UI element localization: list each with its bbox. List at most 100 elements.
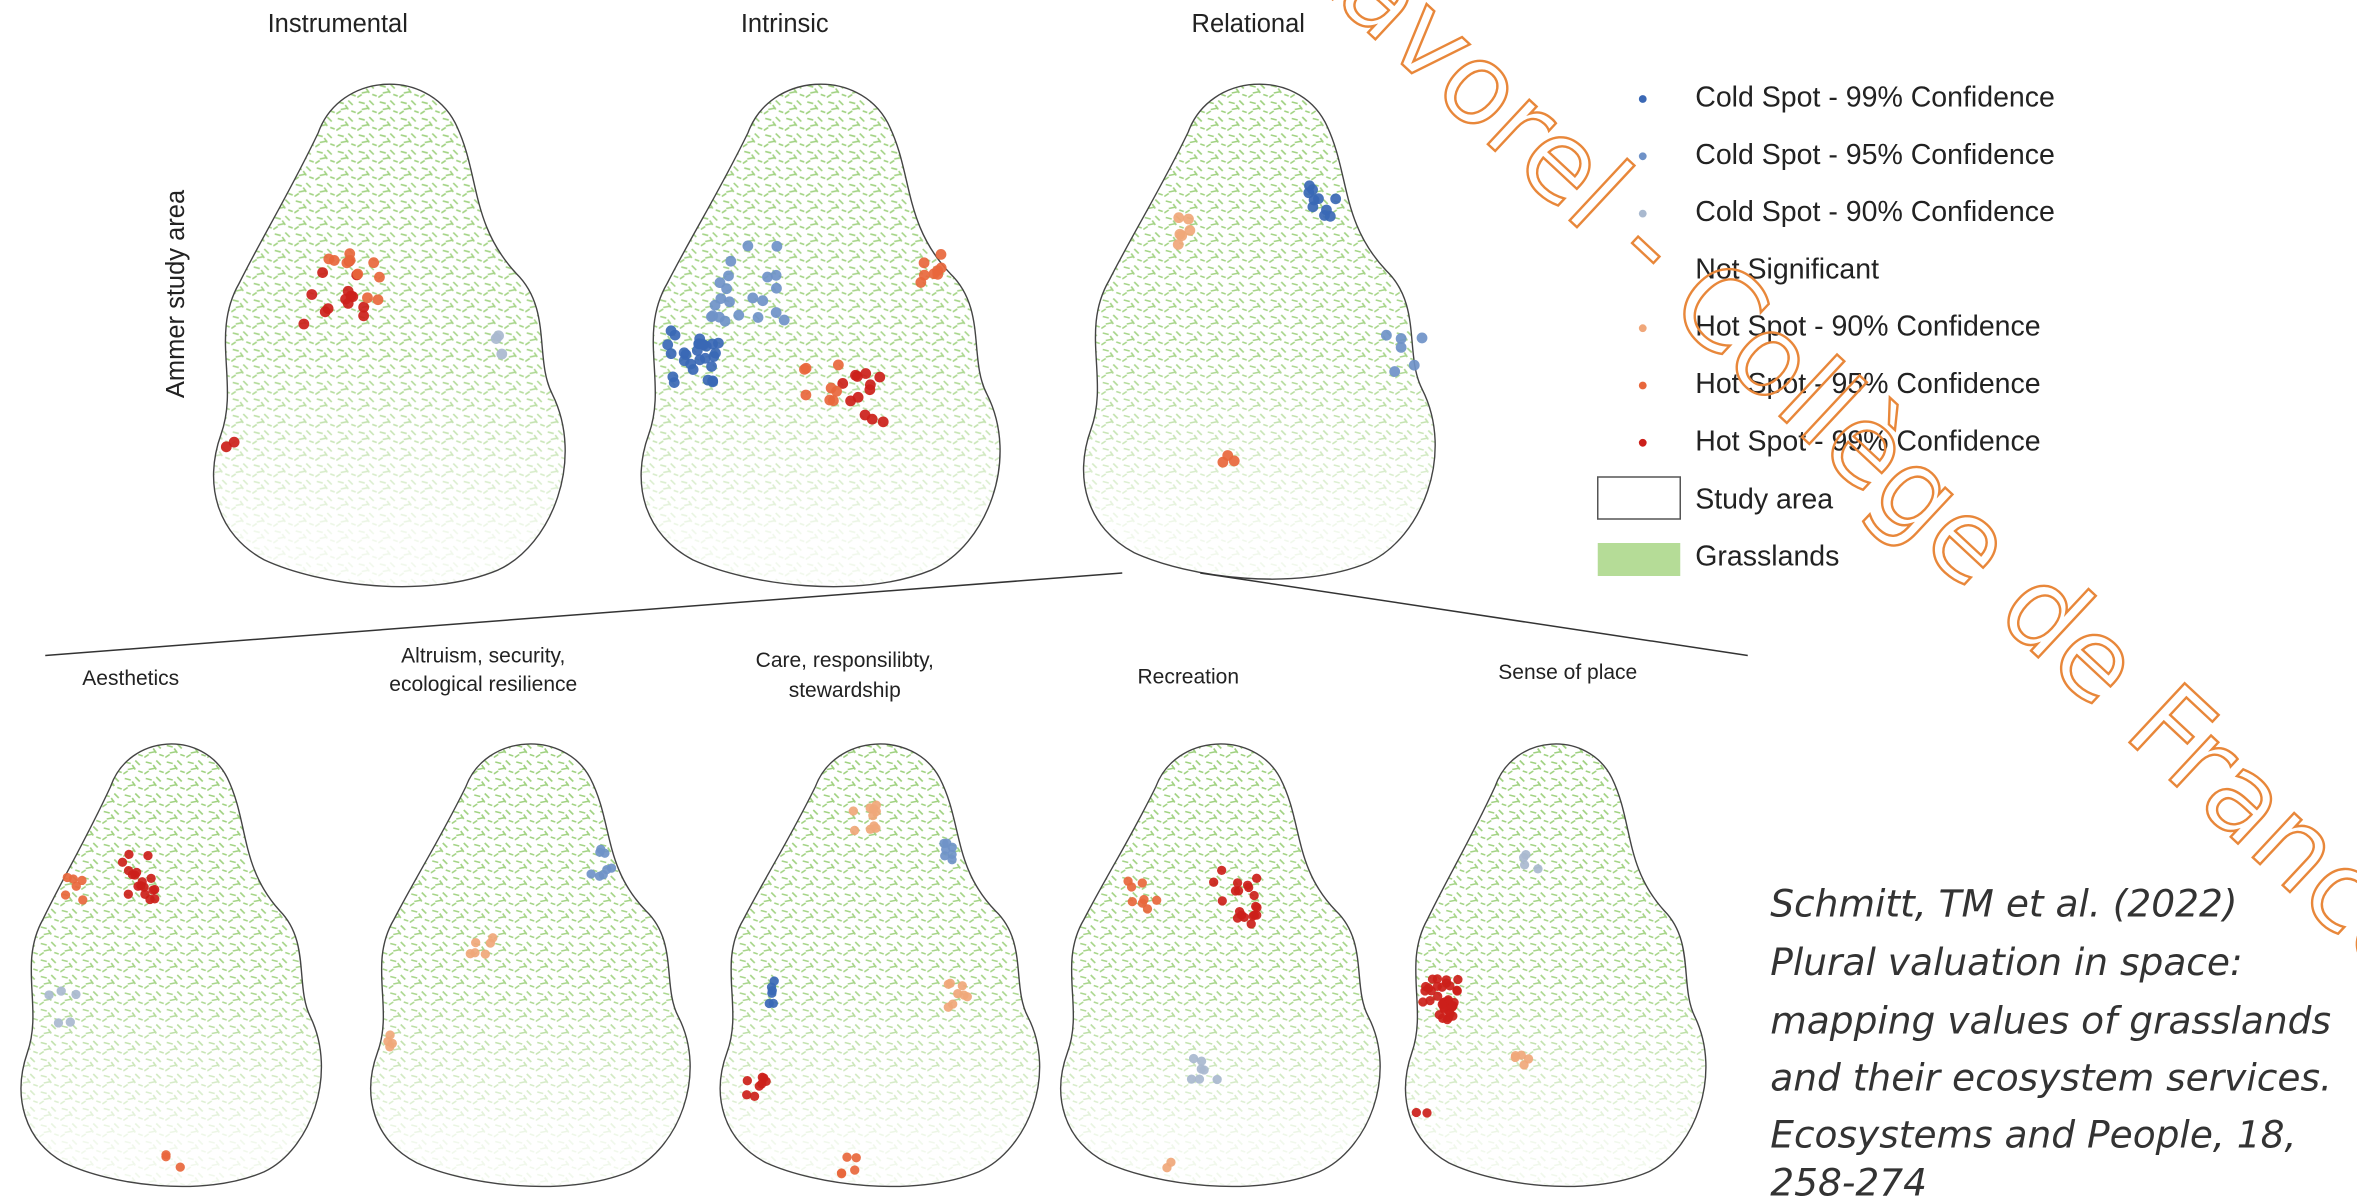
hotspot-dot (1188, 1053, 1199, 1064)
hotspot-dot (344, 248, 356, 260)
hotspot-dot (1453, 974, 1463, 985)
hotspot-dot (1173, 212, 1185, 224)
legend-label: Study area (1695, 484, 1833, 516)
grassland-layer (720, 743, 1040, 1185)
hotspot-dot (488, 933, 498, 943)
hotspot-dot (1123, 876, 1133, 886)
hotspot-dot (706, 361, 717, 372)
hotspot-dot (77, 875, 87, 886)
hotspot-dot (852, 391, 864, 403)
hotspot-dot (800, 362, 812, 374)
hotspot-dot (824, 394, 836, 406)
citation: Ecosystems and People, 18, (1770, 1113, 2296, 1157)
hotspot-dot (724, 296, 735, 308)
legend-label: Not Significant (1695, 253, 1879, 285)
hotspot-dot (598, 870, 608, 880)
hotspot-dot (860, 368, 872, 379)
study-area (1406, 744, 1706, 1186)
panel-title: Sense of place (1498, 661, 1637, 684)
hotspot-dot (1209, 877, 1219, 887)
hotspot-dot (747, 292, 759, 304)
legend-label: Cold Spot - 99% Confidence (1695, 82, 2055, 114)
citation: and their ecosystem services. (1770, 1056, 2332, 1100)
hotspot-dot (1222, 450, 1234, 461)
panel-title: Recreation (1137, 666, 1239, 689)
hotspot-dot (471, 937, 481, 948)
hotspot-dot (1199, 1065, 1209, 1075)
hotspot-dot (1137, 898, 1148, 908)
hotspot-dot (68, 874, 78, 884)
hotspot-dot (1330, 193, 1342, 205)
hotspot-dot (53, 1018, 64, 1028)
hotspot-dot (1244, 882, 1254, 893)
hotspot-dot (754, 1081, 764, 1091)
hotspot-dot (60, 890, 71, 900)
hotspot-dot (767, 988, 777, 998)
hotspot-dot (1395, 333, 1407, 344)
hotspot-dot (707, 376, 719, 388)
hotspot-dot (595, 847, 605, 857)
study-area (21, 744, 321, 1186)
grassland-layer (370, 743, 691, 1185)
panel-title: Aesthetics (82, 667, 179, 690)
grassland-layer (1405, 743, 1706, 1185)
hotspot-dot (146, 873, 156, 884)
hotspot-dot (490, 333, 502, 344)
legend-label: Cold Spot - 90% Confidence (1695, 196, 2055, 228)
hotspot-dot (1432, 974, 1443, 984)
hotspot-dot (352, 268, 364, 280)
hotspot-dot (358, 301, 370, 313)
hotspot-dot (124, 849, 134, 860)
hotspot-dot (322, 303, 334, 314)
hotspot-dot (825, 382, 837, 394)
hotspot-dot (762, 271, 773, 283)
hotspot-dot (770, 269, 782, 281)
grasslands (641, 84, 1001, 586)
study-area (1084, 84, 1436, 579)
hotspot-dot (662, 339, 674, 351)
hotspot-dot (1152, 895, 1162, 905)
legend-swatch (1597, 476, 1681, 520)
hotspot-dot (44, 990, 54, 1000)
hotspot-dot (1437, 982, 1447, 992)
hotspot-dot (1176, 230, 1188, 242)
hotspot-dot (851, 1153, 861, 1163)
hotspot-dot (1313, 193, 1324, 205)
hotspot-dot (725, 255, 737, 267)
legend-label: Cold Spot - 95% Confidence (1695, 139, 2055, 171)
hotspot-dot (1194, 1074, 1205, 1084)
hotspot-dot (945, 978, 955, 988)
hotspot-dot (800, 389, 812, 401)
hotspot-dot (947, 855, 957, 865)
hotspot-dot (1445, 1008, 1455, 1019)
hotspot-dot (1172, 239, 1184, 250)
hotspot-dot (606, 863, 617, 873)
hotspot-dot (71, 989, 81, 1000)
hotspot-dot (143, 850, 153, 861)
hotspot-dot (1422, 1108, 1432, 1118)
hotspot-dot (935, 248, 947, 260)
hotspot-dot (864, 384, 876, 396)
hotspot-dot (715, 293, 727, 305)
hotspot-dot (947, 842, 957, 852)
hotspot-dot (915, 277, 927, 288)
hotspot-dot (752, 312, 764, 323)
hotspot-dot (842, 1152, 852, 1162)
hotspot-dot (768, 998, 779, 1009)
hotspot-dot (742, 240, 754, 252)
legend-label: Grasslands (1695, 541, 1839, 573)
hotspot-dot (228, 436, 240, 448)
study-area (720, 744, 1039, 1186)
hotspot-dot (470, 948, 480, 958)
legend-marker (1638, 152, 1647, 161)
hotspot-dot (1217, 896, 1227, 906)
row-label: Ammer study area (162, 189, 190, 398)
legend-label: Hot Spot - 95% Confidence (1695, 368, 2040, 400)
citation: Schmitt, TM et al. (2022) (1770, 882, 2237, 926)
hotspot-dot (685, 358, 697, 370)
study-area (214, 84, 566, 586)
grasslands (21, 743, 322, 1185)
hotspot-dot (358, 310, 370, 322)
legend-label: Hot Spot - 99% Confidence (1695, 425, 2040, 457)
